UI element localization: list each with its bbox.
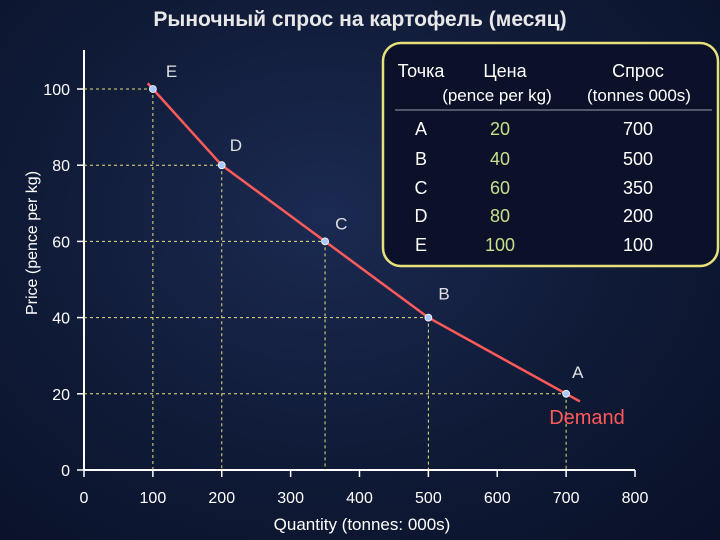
table-cell: C: [415, 178, 428, 198]
x-tick-label: 600: [484, 490, 511, 507]
point-label-d: D: [230, 136, 242, 155]
table-subheader: (tonnes 000s): [587, 86, 691, 105]
x-tick-label: 500: [415, 490, 442, 507]
x-tick-label: 100: [140, 490, 167, 507]
table-cell: 100: [485, 235, 515, 255]
point-a: [563, 390, 570, 397]
y-tick-label: 80: [52, 158, 70, 175]
data-table: Точка Цена Спрос (pence per kg) (tonnes 000s…: [383, 43, 718, 266]
y-tick-label: 100: [43, 82, 70, 99]
x-tick-label: 0: [80, 490, 89, 507]
point-c: [322, 238, 329, 245]
point-b: [425, 314, 432, 321]
table-header: Точка: [398, 61, 446, 81]
point-label-e: E: [166, 62, 177, 81]
point-d: [218, 162, 225, 169]
table-cell: 500: [623, 149, 653, 169]
point-label-a: A: [572, 363, 584, 382]
table-cell: 40: [490, 149, 510, 169]
table-subheader: (pence per kg): [442, 86, 552, 105]
table-cell: B: [415, 149, 427, 169]
y-tick-label: 60: [52, 234, 70, 251]
table-cell: 20: [490, 119, 510, 139]
table-cell: E: [415, 235, 427, 255]
chart-title: Рыночный спрос на картофель (месяц): [153, 8, 566, 31]
table-header: Цена: [483, 61, 527, 81]
point-label-c: C: [335, 214, 347, 233]
table-cell: 700: [623, 119, 653, 139]
x-tick-label: 800: [622, 490, 649, 507]
x-tick-label: 700: [553, 490, 580, 507]
table-cell: A: [415, 119, 427, 139]
x-axis-label: Quantity (tonnes: 000s): [274, 515, 451, 534]
point-label-b: B: [438, 285, 449, 304]
x-tick-label: 200: [208, 490, 235, 507]
table-header: Спрос: [612, 61, 664, 81]
table-cell: 80: [490, 206, 510, 226]
demand-label: Demand: [549, 407, 625, 429]
y-axis-label: Price (pence per kg): [24, 171, 41, 315]
table-cell: D: [415, 206, 428, 226]
x-tick-label: 400: [346, 490, 373, 507]
table-cell: 60: [490, 178, 510, 198]
point-e: [149, 86, 156, 93]
table-cell: 200: [623, 206, 653, 226]
table-cell: 350: [623, 178, 653, 198]
x-tick-label: 300: [277, 490, 304, 507]
y-tick-label: 0: [61, 463, 70, 480]
y-tick-label: 20: [52, 387, 70, 404]
y-tick-label: 40: [52, 311, 70, 328]
table-cell: 100: [623, 235, 653, 255]
